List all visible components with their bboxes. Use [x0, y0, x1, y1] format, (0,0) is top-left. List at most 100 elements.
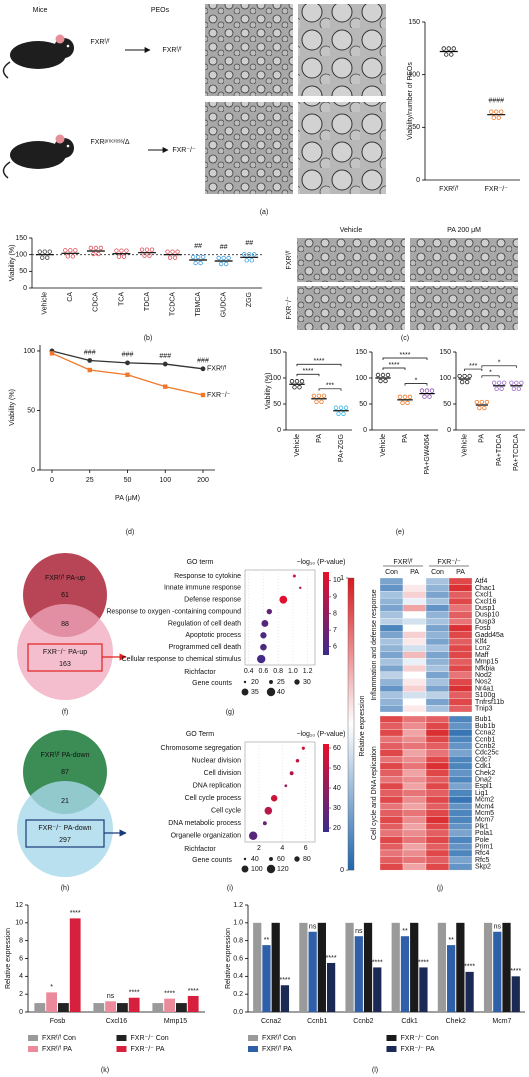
data-point — [167, 255, 173, 260]
venn-label: FXR⁻/⁻ PA-up — [43, 649, 87, 656]
plot-frame — [244, 569, 316, 666]
venn-count: 88 — [61, 621, 69, 628]
legend-swatch — [248, 1035, 258, 1041]
heatmap-cell — [448, 836, 473, 844]
bar — [447, 945, 456, 1012]
x-tick-label: 2 — [257, 845, 261, 852]
heatmap-cell — [425, 836, 450, 844]
micrograph — [297, 286, 405, 330]
row-label: Cxcl1 — [475, 592, 493, 599]
heatmap-cell — [425, 611, 450, 619]
x-tick-label: PA — [402, 434, 409, 443]
x-tick-label: PA — [316, 434, 323, 443]
data-point — [294, 379, 300, 384]
size-legend-dot — [241, 688, 249, 696]
heatmap-cell — [448, 671, 473, 679]
bar — [46, 992, 57, 1012]
data-point — [68, 248, 73, 253]
heatmap-cell — [379, 776, 404, 784]
data-point — [380, 372, 386, 378]
size-legend-dot — [243, 857, 247, 861]
heatmap-cell — [448, 658, 473, 666]
heatmap-cell — [379, 843, 404, 851]
row-label: Tnip3 — [475, 705, 493, 712]
row-label: Dusp1 — [475, 605, 495, 612]
y-tick-label: 50 — [412, 124, 420, 131]
bar — [493, 931, 502, 1012]
heatmap-cell — [402, 638, 427, 646]
size-legend-label: 30 — [303, 679, 311, 686]
x-tick-label: Vehicle — [461, 434, 468, 457]
row-label: Maff — [475, 652, 489, 659]
heatmap-cell — [379, 705, 404, 713]
header: Mice — [33, 7, 48, 14]
plot-title: GO term — [187, 559, 214, 566]
heatmap-cell — [425, 658, 450, 666]
bar — [262, 945, 271, 1012]
x-tick-label: TCA — [118, 292, 125, 306]
genotype: FXR⁻/⁻ — [172, 147, 196, 154]
heatmap-cell — [425, 742, 450, 750]
heatmap-cell — [379, 796, 404, 804]
y-tick-label: 0.6 — [233, 955, 243, 962]
y-tick-label: 12 — [15, 902, 23, 909]
heatmap-cell — [402, 863, 427, 871]
dot — [295, 758, 300, 763]
heatmap-cell — [448, 829, 473, 837]
heatmap-cell — [379, 618, 404, 626]
bar — [187, 995, 199, 1012]
x-tick-label: CDCA — [93, 292, 100, 312]
heatmap-cell — [425, 638, 450, 646]
heatmap-cell — [402, 658, 427, 666]
bracket — [464, 368, 483, 372]
data-point — [479, 399, 485, 405]
heatmap-cell — [379, 762, 404, 770]
dot — [284, 784, 288, 788]
colorbar-tick-label: 7 — [333, 627, 337, 634]
y-tick-label: Cell cycle process — [185, 795, 242, 802]
x-tick-label: PA+GW4064 — [424, 434, 431, 475]
y-tick-label: 100 — [23, 348, 35, 355]
y-tick-label: 100 — [439, 375, 451, 382]
bar — [391, 922, 400, 1012]
annotation: **** — [303, 368, 314, 375]
data-point — [221, 255, 226, 261]
heatmap-cell — [425, 756, 450, 764]
heatmap-cell — [448, 749, 473, 757]
data-point — [489, 109, 494, 114]
data-point — [70, 254, 76, 259]
x-tick-label: PA+TDCA — [496, 434, 503, 466]
annotation: ns — [494, 924, 502, 931]
data-point — [482, 405, 487, 411]
heatmap-cell — [448, 624, 473, 632]
plot-title: GO Term — [186, 731, 214, 738]
x-tick-label: Chek2 — [446, 1018, 466, 1025]
data-point — [125, 372, 130, 377]
data-point — [119, 248, 124, 253]
heatmap-cell — [402, 749, 427, 757]
heatmap-cell — [402, 722, 427, 730]
row-label: Bub1 — [475, 716, 491, 723]
heatmap-cell — [379, 611, 404, 619]
x-tick-label: 25 — [86, 477, 94, 484]
heatmap-cell — [425, 782, 450, 790]
heatmap-cell — [425, 631, 450, 639]
dot — [262, 821, 267, 826]
y-tick-label: 1.2 — [233, 902, 243, 909]
size-legend-label: 40 — [277, 689, 285, 696]
size-legend-label: 60 — [277, 856, 285, 863]
bracket — [318, 388, 342, 391]
row-label: Nfkbia — [475, 665, 495, 672]
y-tick-label: 100 — [15, 252, 27, 259]
heatmap-cell — [448, 618, 473, 626]
row-group-label: Cell cycle and DNA replication — [371, 746, 378, 840]
colorbar-tick-label: 10 — [333, 577, 341, 584]
micrograph — [298, 102, 386, 194]
heatmap-cell — [402, 584, 427, 592]
colorbar-tick-label: 0 — [340, 867, 344, 874]
bar — [308, 931, 317, 1012]
bar — [354, 936, 363, 1012]
y-tick-label: 2 — [19, 991, 23, 998]
row-label: Mcm5 — [475, 810, 494, 817]
bar — [69, 918, 81, 1012]
